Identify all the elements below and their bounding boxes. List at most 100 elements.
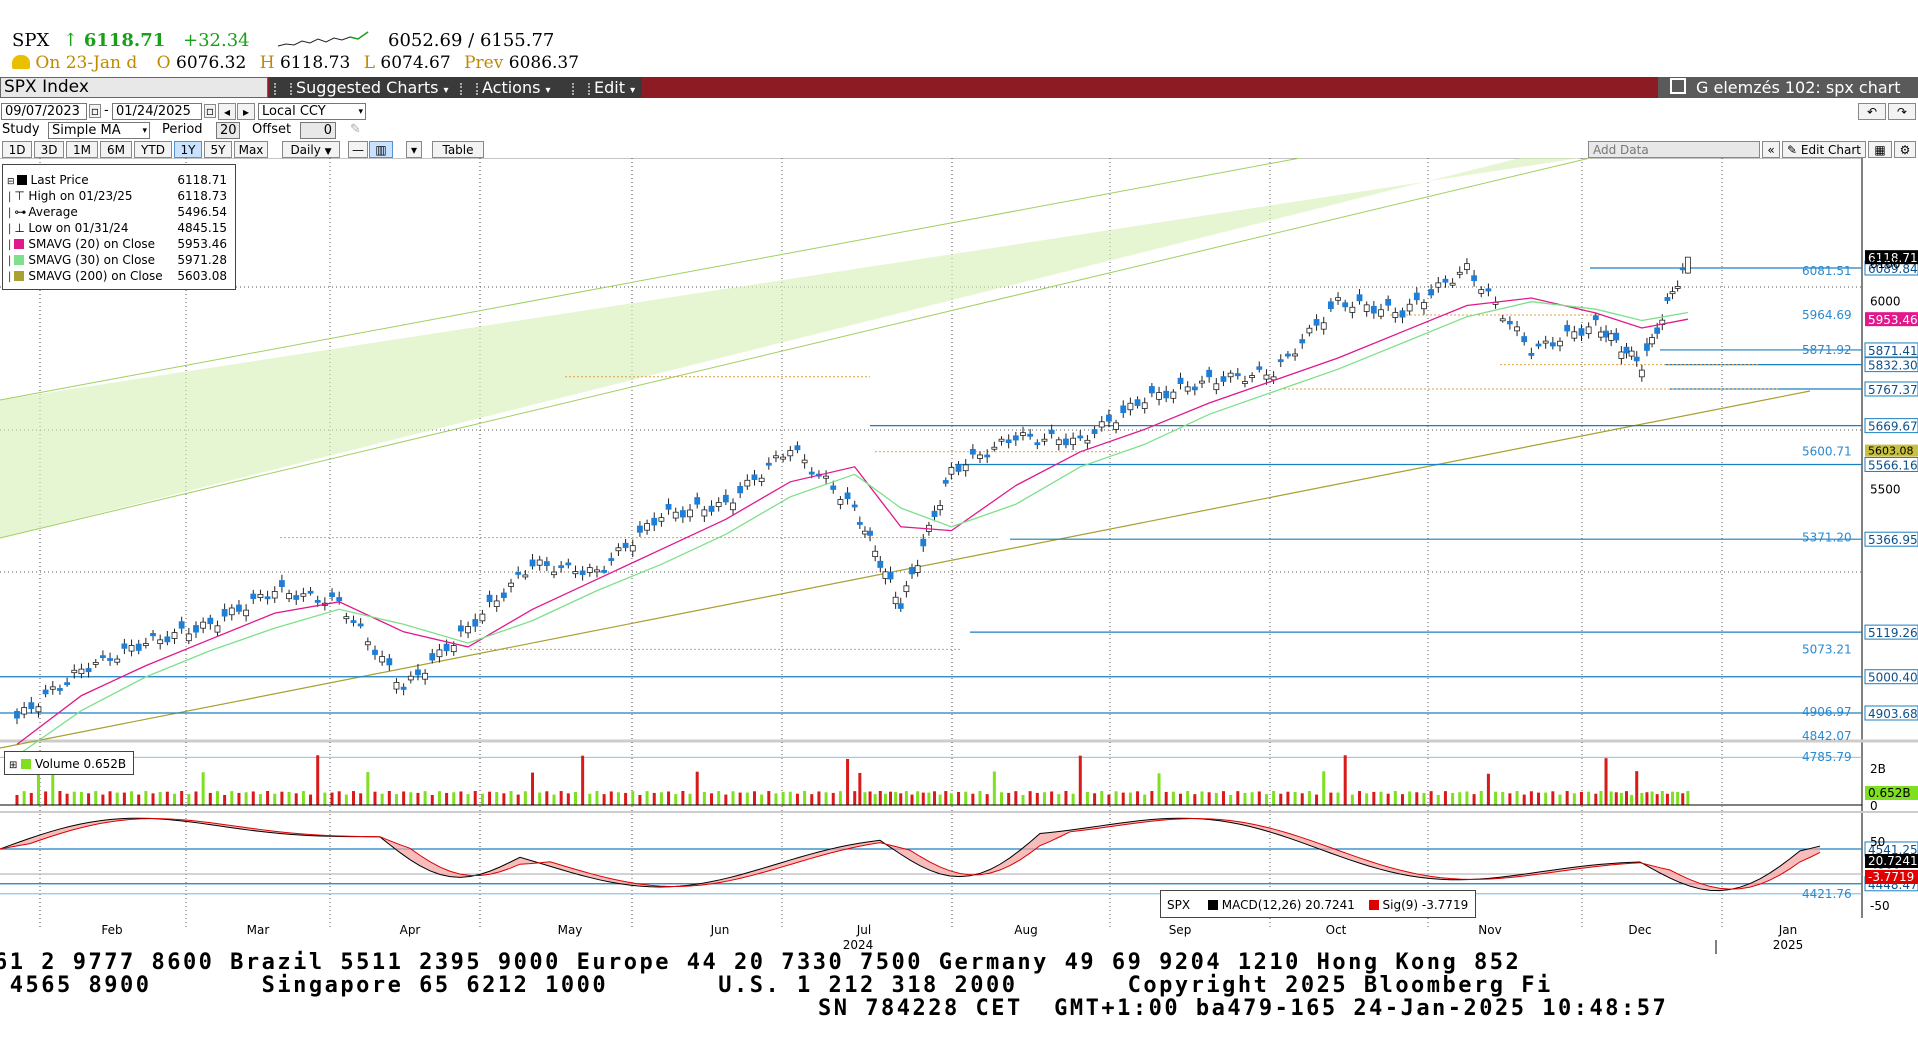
chart-title[interactable]: G elemzés 102: spx chart (1670, 78, 1901, 97)
calendar-icon[interactable]: ▫ (204, 104, 216, 118)
volume-bar (230, 791, 234, 805)
range-button-3d[interactable]: 3D (34, 141, 64, 158)
legend-swatch (16, 175, 27, 185)
volume-bar (631, 791, 635, 805)
volume-bar (1171, 791, 1175, 805)
volume-bar (1451, 792, 1455, 805)
volume-swatch (21, 759, 32, 769)
up-arrow-icon: ↑ (63, 30, 79, 51)
year-label: 2024 (843, 938, 874, 952)
volume-bar (717, 791, 721, 805)
security-field[interactable]: SPX Index (0, 77, 268, 98)
candle-body (85, 668, 92, 673)
add-data-field[interactable]: Add Data (1588, 141, 1760, 158)
candle-body (758, 477, 765, 483)
chart-type-dropdown[interactable]: ▾ (406, 141, 422, 158)
collapse-icon[interactable]: « (1762, 141, 1780, 158)
gear-icon[interactable]: ⚙ (1894, 141, 1916, 158)
start-date-field[interactable]: 09/07/2023 (1, 103, 87, 120)
line-tool-icon[interactable]: — (348, 141, 368, 158)
legend-label: High on 01/23/25 (28, 189, 133, 203)
legend-row: │ ⊶ Average 5496.54 (7, 205, 231, 220)
axis-price-tag (1864, 342, 1918, 358)
candle-body (629, 545, 636, 552)
candle-body (236, 604, 242, 612)
range-button-1d[interactable]: 1D (2, 141, 32, 158)
candle-body (1292, 353, 1298, 357)
chart-settings-icon[interactable]: ▦ (1868, 141, 1892, 158)
candle-body (78, 668, 85, 675)
range-button-6m[interactable]: 6M (100, 141, 132, 158)
footer-line-3: SN 784228 CET GMT+1:00 ba479-165 24-Jan-… (818, 996, 1669, 1021)
candle-body (1464, 263, 1470, 270)
volume-bar (223, 794, 227, 805)
candle-body (558, 565, 565, 569)
volume-bar (652, 792, 656, 805)
range-button-max[interactable]: Max (234, 141, 268, 158)
volume-bar (1350, 794, 1354, 805)
range-button-1y[interactable]: 1Y (174, 141, 202, 158)
candle-body (150, 633, 156, 637)
price-chart[interactable]: 6081.51 5964.69 5871.92 5600.71 5371.20 5073.… (0, 158, 1918, 958)
candle-body (851, 504, 858, 508)
candle-body (1320, 322, 1327, 330)
candle-body (522, 574, 529, 578)
candle-body (135, 643, 142, 651)
edit-menu[interactable]: Edit ▾ (572, 78, 635, 97)
table-button[interactable]: Table (432, 141, 484, 158)
candle-tool-icon[interactable]: ▥ (369, 141, 393, 158)
end-date-field[interactable]: 01/24/2025 (112, 103, 202, 120)
inner-level-label: 5073.21 (1802, 642, 1852, 656)
candle-body (128, 645, 135, 652)
candle-body (515, 571, 522, 575)
expand-icon[interactable]: ⊞ (9, 760, 18, 771)
redo-icon[interactable]: ↷ (1888, 103, 1916, 120)
volume-bar (1157, 773, 1161, 805)
range-button-ytd[interactable]: YTD (134, 141, 172, 158)
volume-bar (863, 792, 867, 805)
frequency-select[interactable]: Daily ▼ (282, 141, 340, 158)
axis-price-tag-label: 5871.41 (1868, 344, 1918, 358)
range-button-5y[interactable]: 5Y (204, 141, 232, 158)
volume-bar (79, 791, 83, 805)
offset-field[interactable]: 0 (300, 122, 336, 139)
candle-body (1156, 392, 1162, 400)
actions-menu[interactable]: Actions ▾ (460, 78, 551, 97)
pencil-icon[interactable]: ✎ (350, 122, 361, 137)
candle-body (931, 510, 938, 517)
currency-select[interactable]: Local CCY ▾ (258, 103, 366, 120)
candle-body (1005, 439, 1012, 444)
candle-body (1564, 324, 1571, 332)
prev-arrow-icon[interactable]: ◂ (218, 103, 236, 120)
candle-body (92, 661, 99, 665)
trend-channel-line (0, 158, 1591, 539)
calendar-icon[interactable]: ▫ (89, 104, 101, 118)
edit-chart-button[interactable]: ✎ Edit Chart (1782, 141, 1866, 158)
volume-bar (208, 792, 212, 805)
volume-bar (1286, 791, 1290, 805)
undo-icon[interactable]: ↶ (1858, 103, 1886, 120)
candle-body (1679, 267, 1686, 271)
collapse-icon[interactable]: ⊟ (7, 177, 15, 187)
candle-body (892, 596, 899, 605)
candle-body (872, 550, 879, 558)
range-button-1m[interactable]: 1M (66, 141, 98, 158)
macd-line (0, 817, 1821, 892)
grip-icon (572, 82, 590, 95)
candle-body (594, 569, 600, 573)
next-arrow-icon[interactable]: ▸ (237, 103, 255, 120)
study-select[interactable]: Simple MA ▾ (48, 122, 150, 139)
axis-price-tag (1864, 705, 1918, 721)
legend-label: SMAVG (30) on Close (28, 253, 156, 267)
volume-bar (1214, 792, 1218, 805)
volume-bar (1085, 791, 1089, 805)
period-field[interactable]: 20 (216, 122, 240, 139)
volume-bar (883, 793, 887, 805)
volume-bar (187, 794, 191, 805)
volume-tag-label: 0.652B (1868, 786, 1911, 800)
volume-bar (824, 792, 828, 805)
volume-bar (688, 793, 692, 805)
suggested-charts-menu[interactable]: Suggested Charts ▾ (274, 78, 449, 97)
volume-bar (130, 791, 134, 805)
volume-bar (36, 772, 40, 805)
